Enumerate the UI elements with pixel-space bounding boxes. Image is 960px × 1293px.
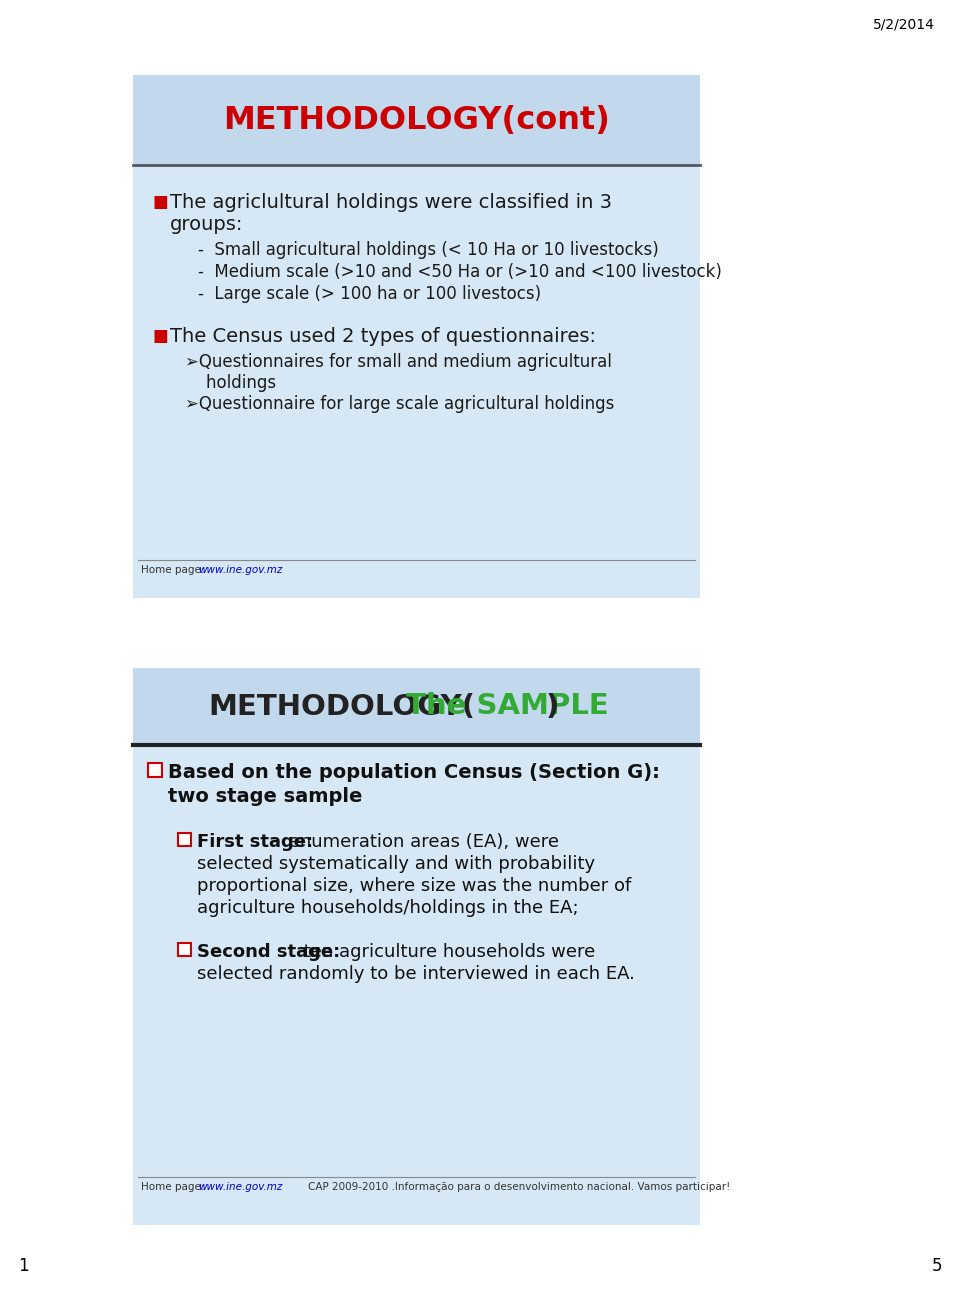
Text: ten agriculture households were: ten agriculture households were bbox=[298, 943, 595, 961]
Text: The SAMPLE: The SAMPLE bbox=[406, 693, 609, 720]
Bar bbox=[133, 668, 700, 1224]
Text: Based on the population Census (Section G):: Based on the population Census (Section … bbox=[168, 763, 660, 782]
Text: two stage sample: two stage sample bbox=[168, 787, 362, 806]
Text: agriculture households/holdings in the EA;: agriculture households/holdings in the E… bbox=[197, 899, 579, 917]
Text: -  Medium scale (>10 and <50 Ha or (>10 and <100 livestock): - Medium scale (>10 and <50 Ha or (>10 a… bbox=[198, 262, 722, 281]
Text: -  Small agricultural holdings (< 10 Ha or 10 livestocks): - Small agricultural holdings (< 10 Ha o… bbox=[198, 240, 659, 259]
Text: Home page:: Home page: bbox=[141, 1182, 207, 1192]
Text: ): ) bbox=[546, 693, 560, 720]
Text: holdings: holdings bbox=[185, 374, 276, 392]
Text: ➢Questionnaire for large scale agricultural holdings: ➢Questionnaire for large scale agricultu… bbox=[185, 394, 614, 412]
Text: 5: 5 bbox=[931, 1257, 942, 1275]
Text: www.ine.gov.mz: www.ine.gov.mz bbox=[198, 1182, 282, 1192]
Bar bbox=[178, 943, 191, 956]
Text: 1: 1 bbox=[18, 1257, 29, 1275]
Text: METHODOLOGY(cont): METHODOLOGY(cont) bbox=[223, 105, 610, 136]
Text: Home page:: Home page: bbox=[141, 565, 207, 575]
Text: The Census used 2 types of questionnaires:: The Census used 2 types of questionnaire… bbox=[170, 327, 596, 347]
Text: 5/2/2014: 5/2/2014 bbox=[874, 18, 935, 32]
Text: ➢Questionnaires for small and medium agricultural: ➢Questionnaires for small and medium agr… bbox=[185, 353, 612, 371]
Text: selected randomly to be interviewed in each EA.: selected randomly to be interviewed in e… bbox=[197, 965, 635, 983]
Bar bbox=[178, 833, 191, 846]
Bar bbox=[133, 75, 700, 597]
Text: ■: ■ bbox=[153, 327, 169, 345]
Bar bbox=[133, 75, 700, 166]
Text: CAP 2009-2010 .Informação para o desenvolvimento nacional. Vamos participar!: CAP 2009-2010 .Informação para o desenvo… bbox=[308, 1182, 731, 1192]
Text: ■: ■ bbox=[153, 193, 169, 211]
Text: enumeration areas (EA), were: enumeration areas (EA), were bbox=[283, 833, 559, 851]
Bar bbox=[133, 668, 700, 745]
Text: METHODOLOGY(: METHODOLOGY( bbox=[208, 693, 475, 720]
Bar bbox=[148, 763, 162, 777]
Text: proportional size, where size was the number of: proportional size, where size was the nu… bbox=[197, 877, 632, 895]
Text: Second stage:: Second stage: bbox=[197, 943, 340, 961]
Text: www.ine.gov.mz: www.ine.gov.mz bbox=[198, 565, 282, 575]
Text: The agriclultural holdings were classified in 3: The agriclultural holdings were classifi… bbox=[170, 193, 612, 212]
Text: selected systematically and with probability: selected systematically and with probabi… bbox=[197, 855, 595, 873]
Text: -  Large scale (> 100 ha or 100 livestocs): - Large scale (> 100 ha or 100 livestocs… bbox=[198, 284, 541, 303]
Text: groups:: groups: bbox=[170, 215, 244, 234]
Text: First stage:: First stage: bbox=[197, 833, 313, 851]
